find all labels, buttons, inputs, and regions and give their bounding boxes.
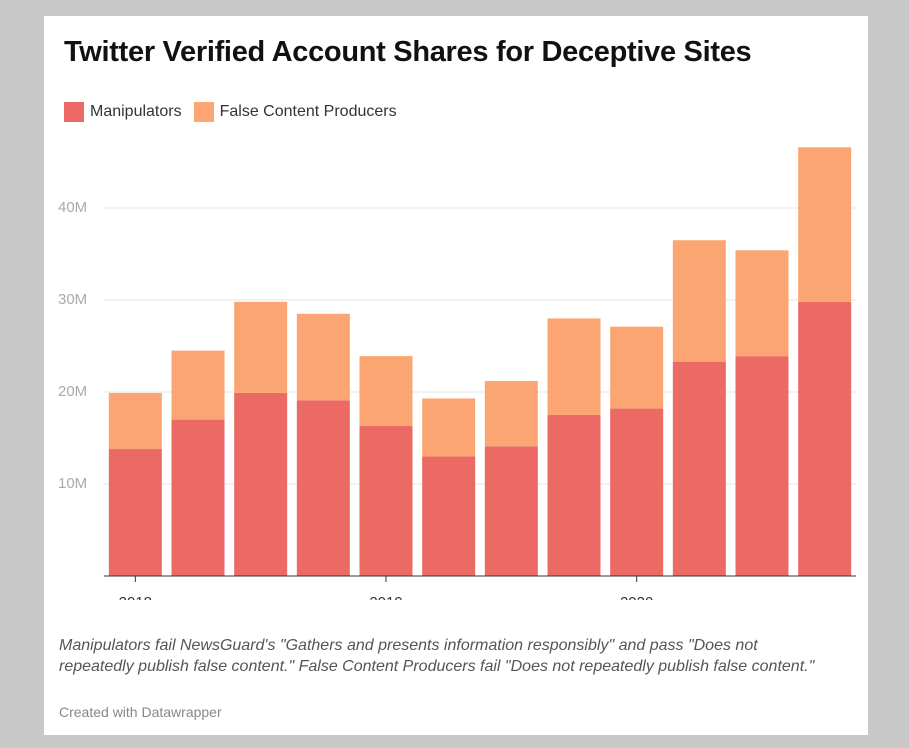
bar-segment	[610, 326, 664, 409]
legend-swatch	[193, 102, 214, 122]
legend: Manipulators False Content Producers	[64, 102, 397, 122]
legend-swatch	[64, 102, 84, 122]
bar-segment	[735, 250, 789, 357]
x-tick-label: 2018	[119, 594, 152, 600]
bar-segment	[422, 456, 476, 576]
bar-segment	[484, 380, 538, 447]
x-tick-label: 2019	[369, 594, 402, 600]
bar-segment	[672, 240, 726, 362]
bar-segment	[296, 400, 350, 576]
bar-segment	[234, 301, 288, 393]
legend-label: False Content Producers	[219, 103, 397, 120]
y-tick-label: 10M	[58, 475, 87, 492]
bar-segment	[547, 318, 601, 415]
bar-segment	[108, 392, 162, 450]
bar-segment	[798, 147, 852, 302]
y-tick-label: 20M	[58, 383, 87, 400]
legend-item: Manipulators	[64, 102, 182, 122]
bar-segment	[422, 398, 476, 457]
credit: Created with Datawrapper	[59, 704, 222, 720]
chart: 10M 20M 30M 40M 2018 2019 2020	[58, 147, 856, 600]
bar-segment	[610, 408, 664, 576]
x-tick-label: 2020	[620, 594, 653, 600]
bar-segment	[484, 446, 538, 576]
bar-segment	[171, 350, 225, 420]
bar-segment	[108, 449, 162, 576]
bar-segment	[798, 301, 852, 576]
bar-segment	[672, 361, 726, 576]
legend-item: False Content Producers	[193, 102, 397, 122]
bar-segment	[735, 356, 789, 576]
y-tick-label: 30M	[58, 291, 87, 308]
bar-segment	[359, 426, 413, 576]
legend-label: Manipulators	[90, 103, 182, 120]
note: Manipulators fail NewsGuard's "Gathers a…	[59, 637, 815, 675]
y-tick-label: 40M	[58, 199, 87, 216]
bar-segment	[547, 415, 601, 576]
bar-segment	[234, 392, 288, 576]
bar-segment	[171, 419, 225, 576]
chart-title: Twitter Verified Account Shares for Dece…	[64, 36, 752, 68]
bar-segment	[359, 356, 413, 427]
bar-segment	[296, 313, 350, 401]
